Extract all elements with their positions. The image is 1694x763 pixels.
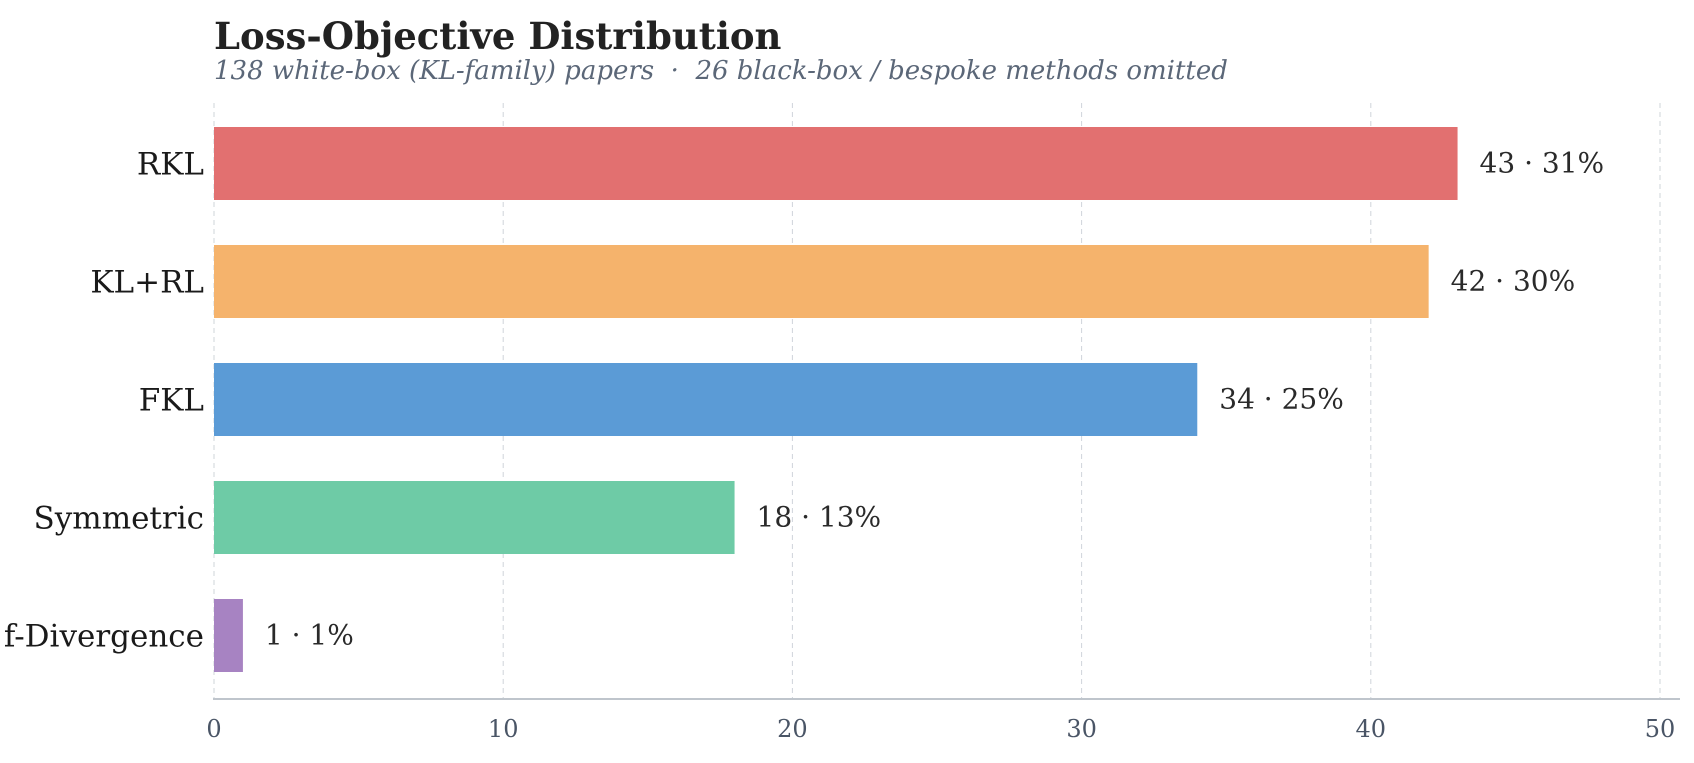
chart-title: Loss-Objective Distribution xyxy=(214,14,782,58)
category-label: f-Divergence xyxy=(4,619,204,655)
data-label: 18 · 13% xyxy=(757,501,882,534)
bar-kl-rl xyxy=(214,245,1429,318)
x-tick-label: 20 xyxy=(777,715,808,743)
chart-subtitle: 138 white-box (KL-family) papers · 26 bl… xyxy=(214,56,1228,86)
bar-labels: RKL 43 · 31% KL+RL 42 · 30% FKL 34 · 25% Symme… xyxy=(4,147,1604,655)
category-label: FKL xyxy=(139,383,204,419)
category-label: KL+RL xyxy=(90,265,204,301)
data-label: 43 · 31% xyxy=(1480,147,1605,180)
category-label: Symmetric xyxy=(34,501,204,537)
bar-fkl xyxy=(214,363,1198,436)
category-label: RKL xyxy=(137,147,204,183)
x-tick-label: 50 xyxy=(1645,715,1676,743)
data-label: 1 · 1% xyxy=(265,619,354,652)
bar-rkl xyxy=(214,127,1458,200)
data-label: 42 · 30% xyxy=(1451,265,1576,298)
x-tick-label: 10 xyxy=(488,715,519,743)
bar-symmetric xyxy=(214,481,735,554)
bars xyxy=(214,127,1458,672)
x-tick-label: 0 xyxy=(206,715,221,743)
data-label: 34 · 25% xyxy=(1219,383,1344,416)
x-tick-label: 40 xyxy=(1356,715,1387,743)
x-axis: 0 10 20 30 40 50 xyxy=(206,698,1680,743)
bar-f-divergence xyxy=(214,599,243,672)
x-tick-label: 30 xyxy=(1066,715,1097,743)
